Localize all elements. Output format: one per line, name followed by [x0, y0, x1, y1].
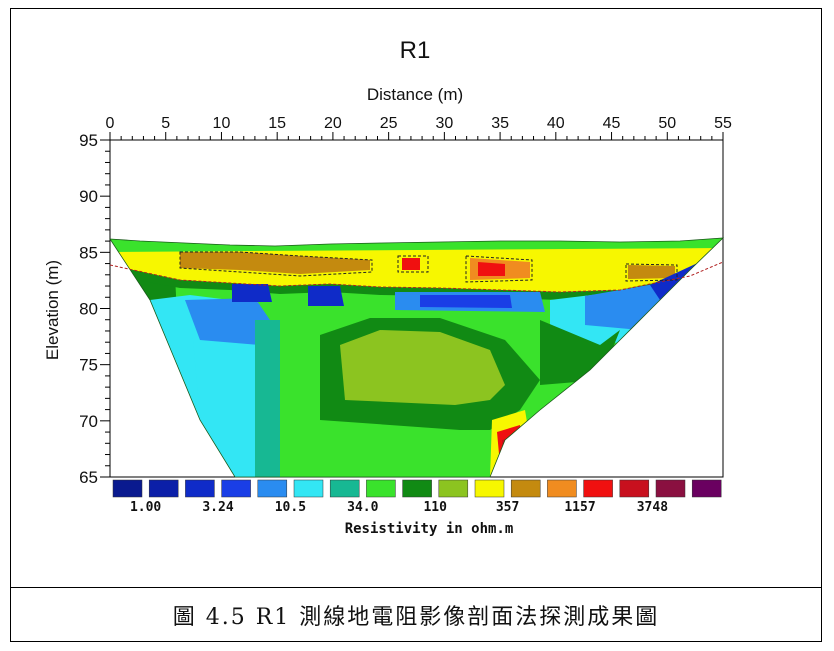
colorbar-swatch — [257, 479, 288, 498]
caption-divider — [10, 587, 822, 588]
colorbar-swatch — [329, 479, 360, 498]
colorbar-swatch — [691, 479, 722, 498]
chart-title: R1 — [400, 37, 431, 64]
x-tick-label: 45 — [603, 115, 621, 132]
colorbar-swatch — [547, 479, 577, 498]
x-tick-label: 20 — [324, 115, 342, 132]
x-tick-label: 15 — [268, 115, 286, 132]
y-axis-label: Elevation (m) — [43, 260, 62, 360]
colorbar-swatch — [619, 479, 650, 498]
colorbar-swatch — [583, 479, 613, 498]
x-tick-label: 5 — [161, 115, 170, 132]
x-tick-label: 50 — [658, 115, 676, 132]
figure-caption: 圖 4.5 R1 測線地電阻影像剖面法探測成果圖 — [172, 604, 660, 630]
colorbar-swatch — [402, 479, 432, 498]
y-tick-label: 95 — [79, 131, 98, 150]
interpretation-outlines — [109, 251, 724, 293]
colorbar-swatch — [185, 479, 215, 498]
y-tick-label: 75 — [79, 356, 98, 375]
x-axis-label: Distance (m) — [367, 85, 463, 104]
colorbar-tick-label: 34.0 — [347, 500, 378, 515]
colorbar-swatch — [474, 479, 505, 498]
colorbar-tick-label: 110 — [423, 500, 447, 515]
colorbar-swatch — [148, 479, 179, 498]
colorbar-tick-label: 1.00 — [130, 500, 161, 515]
colorbar-tick-label: 3.24 — [202, 500, 233, 515]
colorbar-swatch — [293, 479, 324, 498]
y-tick-label: 70 — [79, 412, 98, 431]
x-tick-label: 55 — [714, 115, 732, 132]
y-tick-label: 80 — [79, 300, 98, 319]
y-tick-label: 90 — [79, 187, 98, 206]
colorbar-tick-label: 1157 — [564, 500, 595, 515]
colorbar-tick-label: 357 — [496, 500, 519, 515]
x-tick-label: 10 — [213, 115, 231, 132]
colorbar-tick-label: 3748 — [637, 500, 668, 515]
section-outline — [109, 237, 725, 478]
y-tick-label: 65 — [79, 468, 98, 487]
y-tick-label: 85 — [79, 243, 98, 262]
colorbar-swatch — [221, 479, 251, 498]
x-tick-label: 0 — [106, 115, 115, 132]
x-axis-ticks: 0 5 10 15 20 25 30 35 40 45 50 55 — [106, 115, 732, 140]
colorbar-swatch — [112, 479, 143, 498]
colorbar-swatch — [366, 479, 396, 498]
colorbar-tick-label: 10.5 — [275, 500, 306, 515]
colorbar-label: Resistivity in ohm.m — [345, 521, 514, 537]
x-tick-label: 25 — [380, 115, 398, 132]
x-tick-label: 40 — [547, 115, 565, 132]
colorbar-swatch — [655, 479, 686, 498]
resistivity-chart: R1 Distance (m) Elevation (m) — [43, 37, 732, 537]
y-axis-ticks: 95 90 85 80 75 70 65 — [79, 131, 110, 487]
x-tick-label: 30 — [435, 115, 453, 132]
x-tick-label: 35 — [491, 115, 509, 132]
colorbar-swatch — [510, 479, 541, 498]
figure-frame — [10, 8, 822, 642]
colorbar: 1.00 3.24 10.5 34.0 110 357 1157 3748 — [112, 479, 722, 515]
colorbar-swatch — [438, 479, 469, 498]
